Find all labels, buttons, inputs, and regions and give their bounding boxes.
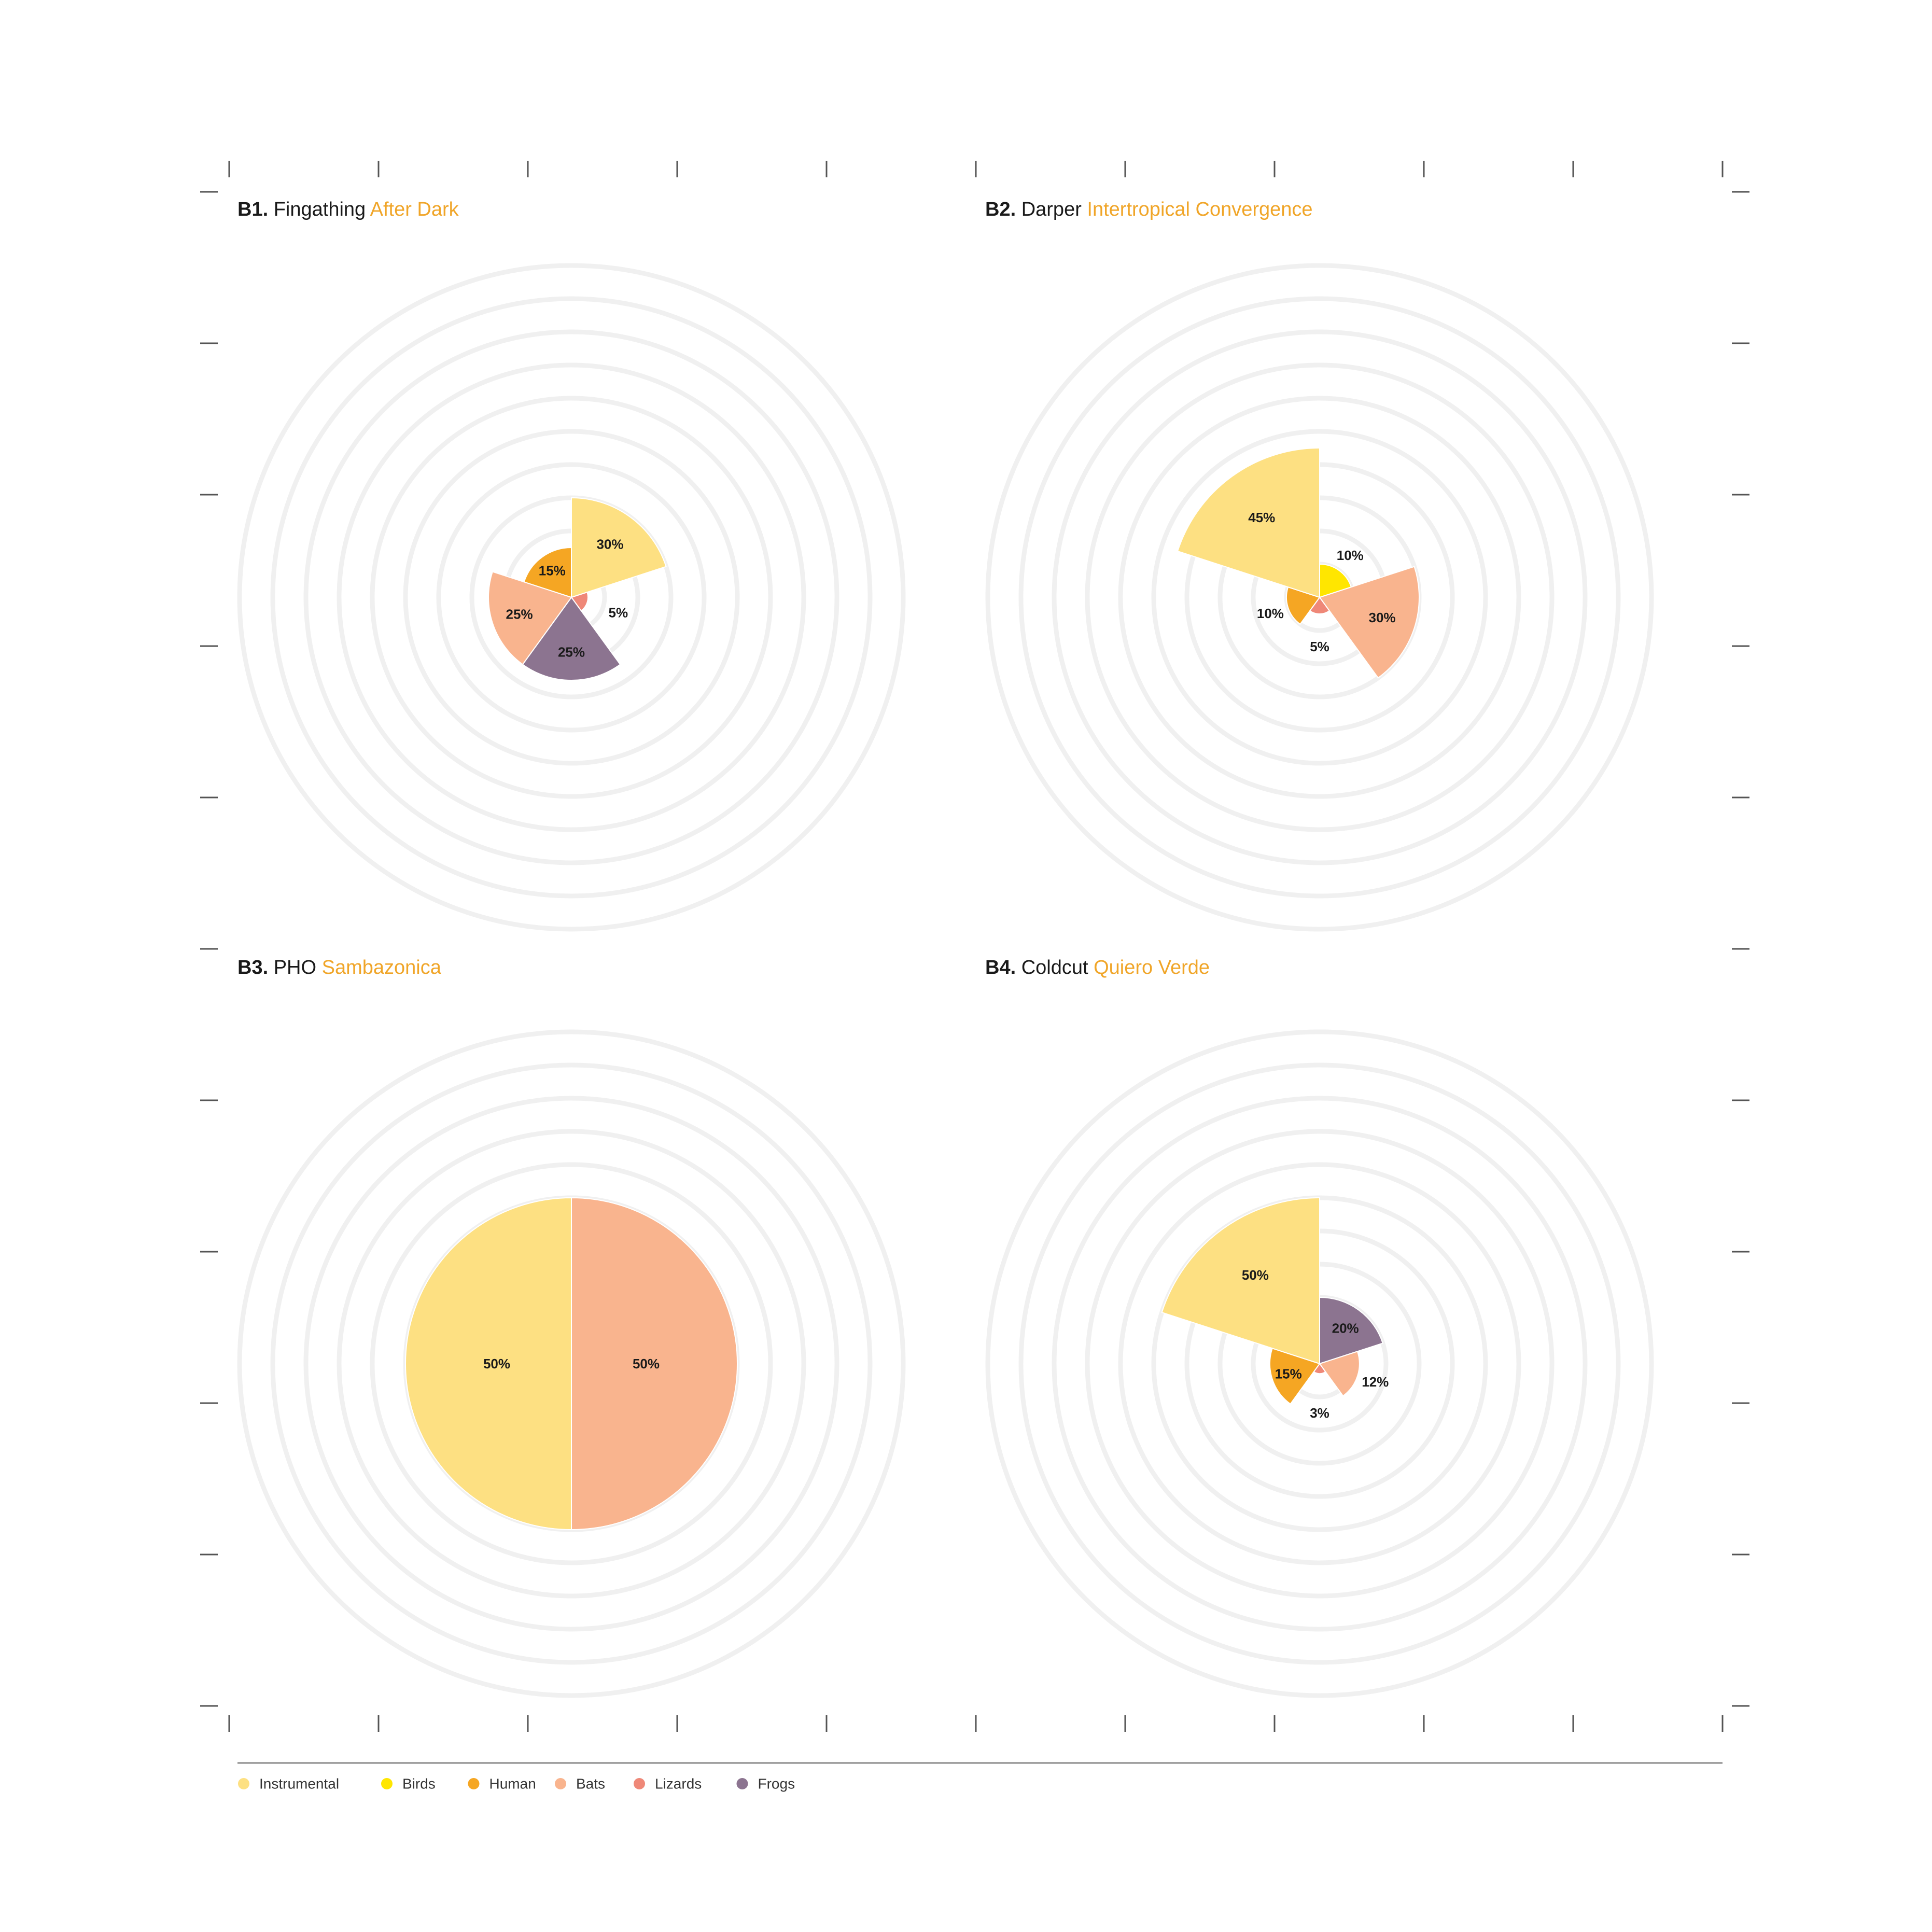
legend-label: Frogs bbox=[758, 1776, 795, 1792]
legend-item-frogs: Frogs bbox=[736, 1776, 795, 1792]
grid-ring bbox=[270, 296, 873, 899]
chart-artist: PHO bbox=[274, 957, 322, 978]
chart-track: After Dark bbox=[370, 199, 459, 220]
slice-human bbox=[1286, 586, 1321, 625]
slice-instrumental bbox=[1161, 1197, 1320, 1365]
legend-swatch bbox=[238, 1778, 249, 1789]
grid-ring bbox=[337, 1129, 806, 1599]
grid-ring bbox=[1085, 362, 1555, 832]
grid-ring bbox=[1151, 429, 1488, 766]
slice-value-label: 30% bbox=[596, 536, 623, 552]
grid-ring bbox=[403, 429, 740, 766]
grid-ring bbox=[1118, 1162, 1521, 1565]
grid-ring bbox=[237, 263, 906, 932]
slice-value-label: 20% bbox=[1332, 1321, 1359, 1336]
polar-chart-4: B4. Coldcut Quiero Verde 20% 12% 3% 15% 50% bbox=[985, 957, 1654, 1698]
slice-value-label: 25% bbox=[506, 607, 533, 622]
legend-swatch bbox=[468, 1778, 480, 1789]
grid-ring bbox=[370, 1162, 773, 1565]
grid-ring bbox=[1118, 396, 1521, 799]
legend-swatch bbox=[736, 1778, 748, 1789]
slice-bats bbox=[1319, 566, 1420, 679]
slice-birds bbox=[1319, 563, 1352, 598]
chart-artist: Fingathing bbox=[274, 199, 370, 220]
slice-value-label: 12% bbox=[1362, 1374, 1389, 1390]
legend-swatch bbox=[555, 1778, 566, 1789]
slice-instrumental bbox=[1177, 447, 1320, 598]
slice-frogs bbox=[1319, 1296, 1384, 1365]
legend-label: Bats bbox=[576, 1776, 605, 1792]
legend-item-birds: Birds bbox=[381, 1776, 436, 1792]
charts-group: B1. Fingathing After Dark30%5%25%25%15%B… bbox=[237, 199, 1654, 1698]
grid-ring bbox=[1052, 329, 1588, 865]
polar-chart-3: B3. PHO Sambazonica 50% 50% bbox=[237, 957, 906, 1698]
legend-swatch bbox=[381, 1778, 393, 1789]
legend-label: Human bbox=[489, 1776, 536, 1792]
grid-ring bbox=[337, 362, 806, 832]
grid-ring bbox=[303, 1096, 839, 1632]
slice-value-label: 5% bbox=[1310, 639, 1329, 654]
chart-artist: Darper bbox=[1021, 199, 1087, 220]
legend-label: Lizards bbox=[655, 1776, 702, 1792]
chart-track: Sambazonica bbox=[322, 957, 442, 978]
legend-label: Instrumental bbox=[259, 1776, 339, 1792]
frame-ticks bbox=[200, 161, 1749, 1732]
slice-value-label: 15% bbox=[539, 563, 566, 579]
grid-ring bbox=[436, 462, 707, 733]
chart-code: B3. bbox=[237, 957, 274, 978]
grid-ring bbox=[985, 1029, 1654, 1698]
grid-ring bbox=[1052, 1096, 1588, 1632]
grid-ring bbox=[303, 329, 839, 865]
chart-title: B1. Fingathing After Dark bbox=[237, 199, 459, 220]
grid-ring bbox=[270, 1062, 873, 1665]
slice-bats bbox=[571, 1197, 738, 1531]
chart-title: B4. Coldcut Quiero Verde bbox=[985, 957, 1210, 978]
slice-human bbox=[523, 547, 572, 598]
polar-chart-2: B2. Darper Intertropical Convergence 10% 3… bbox=[985, 199, 1654, 932]
slice-frogs bbox=[522, 596, 621, 681]
legend-item-lizards: Lizards bbox=[634, 1776, 702, 1792]
grid-ring bbox=[1018, 296, 1621, 899]
grid-ring bbox=[1018, 1062, 1621, 1665]
chart-code: B4. bbox=[985, 957, 1021, 978]
grid-ring bbox=[985, 263, 1654, 932]
legend: Instrumental Birds Human Bats Lizards Frogs bbox=[238, 1776, 795, 1792]
slice-value-label: 50% bbox=[633, 1356, 660, 1371]
slice-bats bbox=[1319, 1351, 1360, 1397]
polar-chart-1: B1. Fingathing After Dark 30% 5% 25% 25% 15% bbox=[237, 199, 906, 932]
slice-value-label: 5% bbox=[609, 605, 628, 620]
slice-value-label: 3% bbox=[1310, 1405, 1329, 1421]
slice-instrumental bbox=[405, 1197, 572, 1531]
chart-artist: Coldcut bbox=[1021, 957, 1094, 978]
slice-value-label: 10% bbox=[1337, 548, 1364, 563]
slice-value-label: 10% bbox=[1257, 606, 1284, 621]
slice-value-label: 50% bbox=[483, 1356, 510, 1371]
legend-swatch bbox=[634, 1778, 645, 1789]
slice-value-label: 25% bbox=[558, 645, 585, 660]
slice-value-label: 30% bbox=[1368, 610, 1395, 625]
chart-track: Quiero Verde bbox=[1094, 957, 1210, 978]
legend-item-bats: Bats bbox=[555, 1776, 605, 1792]
chart-title: B3. PHO Sambazonica bbox=[237, 957, 442, 978]
slice-value-label: 50% bbox=[1242, 1267, 1269, 1283]
legend-label: Birds bbox=[402, 1776, 436, 1792]
slice-value-label: 15% bbox=[1275, 1366, 1302, 1382]
chart-title: B2. Darper Intertropical Convergence bbox=[985, 199, 1313, 220]
chart-code: B2. bbox=[985, 199, 1021, 220]
chart-code: B1. bbox=[237, 199, 274, 220]
slice-human bbox=[1269, 1348, 1321, 1405]
grid-ring bbox=[237, 1029, 906, 1698]
grid-ring bbox=[370, 396, 773, 799]
slice-value-label: 45% bbox=[1248, 510, 1275, 525]
legend-item-human: Human bbox=[468, 1776, 536, 1792]
legend-item-instrumental: Instrumental bbox=[238, 1776, 339, 1792]
slice-bats bbox=[488, 571, 572, 665]
chart-track: Intertropical Convergence bbox=[1087, 199, 1312, 220]
grid-ring bbox=[1085, 1129, 1555, 1599]
slice-instrumental bbox=[571, 497, 667, 598]
